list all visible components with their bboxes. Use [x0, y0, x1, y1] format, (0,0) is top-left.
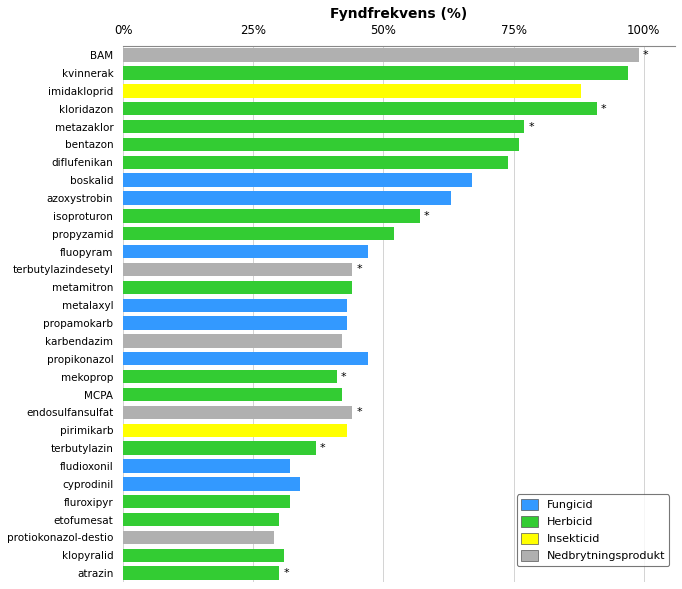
- Bar: [123, 423, 347, 437]
- Bar: [123, 209, 420, 223]
- Bar: [123, 174, 472, 187]
- Bar: [123, 370, 336, 383]
- Bar: [123, 567, 279, 580]
- Bar: [123, 120, 524, 133]
- Bar: [123, 441, 316, 455]
- Bar: [123, 155, 508, 169]
- Bar: [123, 531, 274, 544]
- Bar: [123, 299, 347, 312]
- Bar: [123, 191, 451, 205]
- Text: *: *: [642, 50, 649, 60]
- Bar: [123, 280, 352, 294]
- Text: *: *: [424, 211, 430, 221]
- Text: *: *: [601, 104, 607, 114]
- Legend: Fungicid, Herbicid, Insekticid, Nedbrytningsprodukt: Fungicid, Herbicid, Insekticid, Nedbrytn…: [516, 494, 670, 566]
- Bar: [123, 334, 342, 348]
- Bar: [123, 406, 352, 419]
- Bar: [123, 67, 628, 80]
- Text: *: *: [284, 568, 289, 578]
- Text: *: *: [357, 408, 362, 418]
- Text: *: *: [320, 443, 325, 453]
- Bar: [123, 84, 581, 98]
- Bar: [123, 352, 368, 366]
- Text: *: *: [528, 121, 534, 131]
- Bar: [123, 227, 394, 240]
- X-axis label: Fyndfrekvens (%): Fyndfrekvens (%): [330, 7, 468, 21]
- Bar: [123, 513, 279, 526]
- Bar: [123, 459, 290, 472]
- Bar: [123, 477, 300, 491]
- Bar: [123, 245, 368, 259]
- Text: *: *: [341, 372, 346, 382]
- Bar: [123, 495, 290, 508]
- Bar: [123, 388, 342, 401]
- Bar: [123, 102, 597, 115]
- Text: *: *: [357, 264, 362, 274]
- Bar: [123, 548, 284, 562]
- Bar: [123, 138, 519, 151]
- Bar: [123, 263, 352, 276]
- Bar: [123, 316, 347, 330]
- Bar: [123, 48, 638, 62]
